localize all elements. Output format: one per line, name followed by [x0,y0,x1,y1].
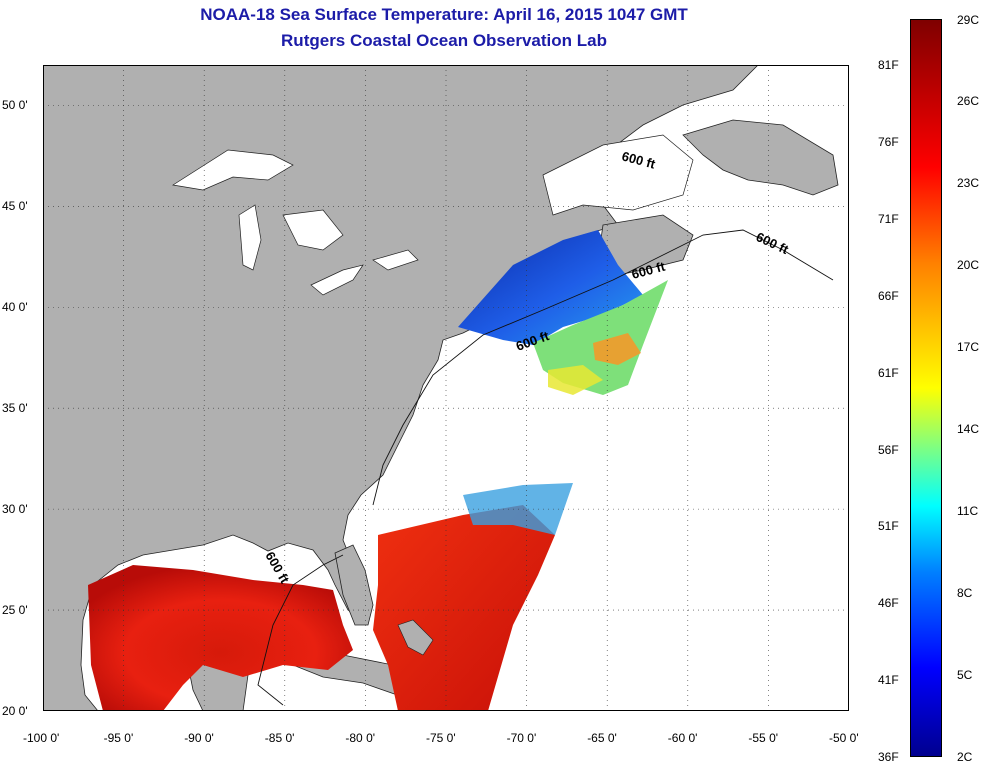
colorbar-celsius-label: 5C [957,668,973,682]
x-tick-label: -80 0' [345,731,376,745]
colorbar-celsius-label: 11C [957,504,979,518]
temperature-colorbar [910,19,942,757]
x-tick-label: -95 0' [103,731,134,745]
colorbar-celsius-label: 29C [957,13,980,27]
colorbar-fahrenheit-label: 51F [878,519,899,534]
y-tick-label: 50 0' [2,98,28,113]
atlantic-south-sst [373,505,555,711]
colorbar-celsius-label: 23C [957,176,980,190]
lake-superior [172,149,294,191]
colorbar-celsius-label: 14C [957,422,980,436]
gulf-sst [88,565,353,711]
lake-michigan [238,204,262,271]
colorbar-fahrenheit-label: 36F [878,750,899,764]
colorbar-celsius-label: 26C [957,94,980,108]
colorbar-celsius-label: 20C [957,258,980,272]
y-tick-label: 20 0' [2,704,28,718]
x-tick-label: -60 0' [667,731,698,745]
gulf-stream-core [593,333,641,365]
florida-land [334,544,374,626]
colorbar-celsius-label: 2C [957,750,973,764]
y-tick-label: 45 0' [2,199,28,214]
x-tick-label: -75 0' [426,731,456,745]
colorbar-fahrenheit-label: 41F [878,673,899,688]
y-tick-label: 25 0' [2,603,28,618]
colorbar-fahrenheit-label: 81F [878,58,899,73]
x-tick-label: -100 0' [23,731,60,745]
st-lawrence-water [542,134,694,216]
x-tick-label: -90 0' [184,731,214,745]
x-tick-label: -85 0' [264,731,295,745]
x-tick-label: -55 0' [748,731,779,745]
newfoundland-land [682,119,839,196]
gulf-stream-sst [533,280,668,395]
colorbar-fahrenheit-label: 76F [878,135,899,149]
x-tick-label: -50 0' [829,731,859,745]
lake-ontario [372,249,419,271]
sst-map: 600 ft 600 ft 600 ft 600 ft 600 ft [43,65,849,711]
colorbar-fahrenheit-label: 61F [878,365,899,380]
colorbar-celsius-label: 17C [957,340,980,354]
y-tick-label: 40 0' [2,300,28,315]
north-america-land [43,65,759,711]
bahamas-land [397,619,434,656]
y-tick-label: 35 0' [2,401,28,416]
lake-huron [282,209,344,251]
colorbar-celsius-label: 8C [957,586,973,600]
map-border [43,65,849,711]
colorbar-fahrenheit-label: 66F [878,288,899,303]
map-subtitle: Rutgers Coastal Ocean Observation Lab [281,31,607,50]
colorbar-fahrenheit-label: 56F [878,442,899,457]
depth-contour-600ft [257,229,834,706]
gulf-stream-yellow [548,365,603,395]
colorbar-fahrenheit-label: 46F [878,596,899,611]
colorbar-fahrenheit-label: 71F [878,211,899,226]
x-tick-label: -65 0' [587,731,617,745]
y-tick-label: 30 0' [2,502,28,517]
lake-erie [310,264,364,296]
x-tick-label: -70 0' [506,731,537,745]
map-title: NOAA-18 Sea Surface Temperature: April 1… [200,5,688,24]
